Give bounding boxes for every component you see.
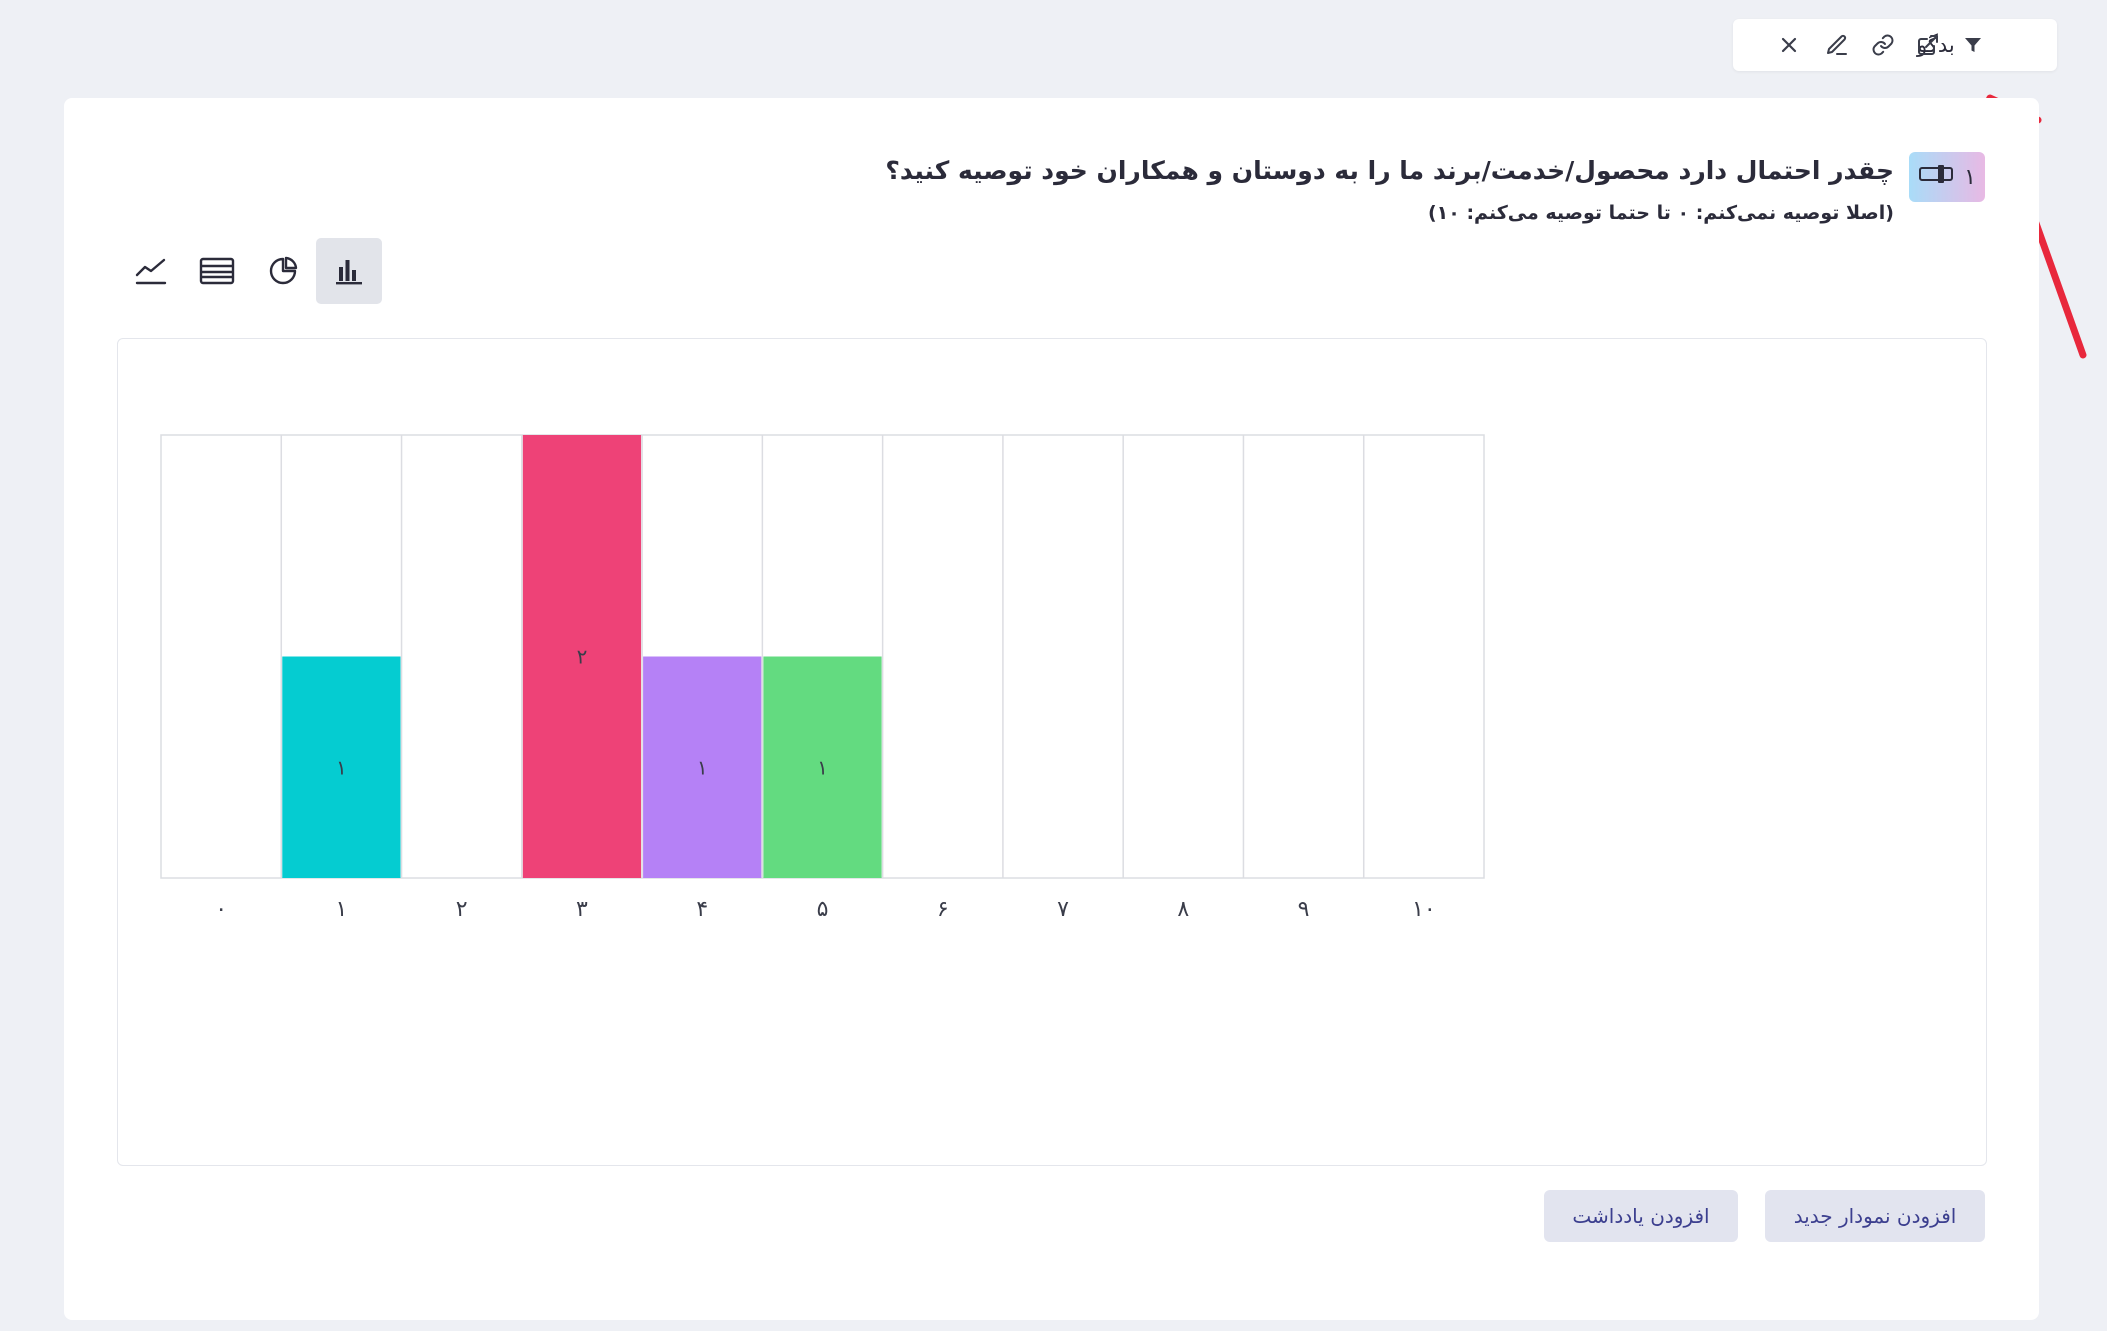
question-number: ۱ [1964,164,1976,190]
x-tick-label: ۶ [937,897,949,922]
bar-value-label: ۱ [817,755,828,779]
x-tick-label: ۹ [1298,897,1310,922]
table-icon[interactable] [184,238,250,304]
line-chart-icon[interactable] [118,238,184,304]
edit-icon[interactable] [1817,19,1857,71]
bar-value-label: ۲ [577,645,588,669]
bar-chart: ۱۲۱ ۱۰ ۱ ۲ ۳ ۴ ۵ ۶ ۷ ۸ ۹ ۱۰ [160,434,1485,922]
add-note-button[interactable]: افزودن یادداشت [1544,1190,1738,1242]
report-toolbar: بدگو [1733,19,2057,71]
x-tick-label: ۱۰ [1412,897,1436,922]
x-tick-label: ۴ [696,897,708,922]
pie-chart-icon[interactable] [250,238,316,304]
bar[interactable] [643,656,762,879]
external-link-icon[interactable] [1908,19,1948,71]
bar-chart-icon[interactable] [316,238,382,304]
link-icon[interactable] [1863,19,1903,71]
bar[interactable] [763,656,882,879]
close-icon[interactable] [1769,19,1809,71]
question-card: ۱ چقدر احتمال دارد محصول/خدمت/برند ما را… [64,98,2039,1320]
filter-icon [1963,35,1983,55]
add-chart-button[interactable]: افزودن نمودار جدید [1765,1190,1985,1242]
chart-container: ۱ ۲ ۱ ۱ ۰ ۱ ۲ ۳ ۴ ۵ ۶ ۷ ۸ ۹ ۱۰ [117,338,1987,1166]
bar-value-label: ۱ [697,755,708,779]
bar[interactable] [522,435,642,878]
x-tick-label: ۰ [215,897,227,922]
x-tick-label: ۱ [335,897,347,922]
x-tick-label: ۵ [817,897,829,922]
x-tick-label: ۲ [456,897,468,922]
x-tick-label: ۸ [1177,897,1189,922]
x-tick-label: ۳ [576,897,588,922]
slider-icon [1918,163,1956,191]
bar-value-label: ۱ [336,755,347,779]
question-number-badge: ۱ [1909,152,1985,202]
question-subtitle: (اصلا توصیه نمی‌کنم: ۰ تا حتما توصیه می‌… [1427,202,1894,224]
question-title: چقدر احتمال دارد محصول/خدمت/برند ما را ب… [885,156,1894,185]
bar[interactable] [282,656,401,879]
x-tick-label: ۷ [1057,897,1069,922]
